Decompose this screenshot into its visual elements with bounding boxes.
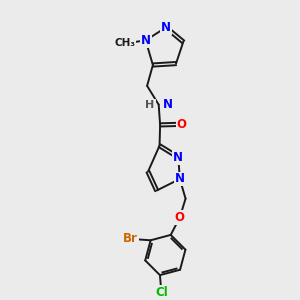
Text: N: N [175,172,185,185]
Text: H: H [146,100,154,110]
Text: Cl: Cl [155,286,168,299]
Text: N: N [173,151,183,164]
Text: O: O [177,118,187,131]
Text: N: N [163,98,173,111]
Text: O: O [175,211,185,224]
Text: CH₃: CH₃ [114,38,135,48]
Text: Br: Br [123,232,138,245]
Text: N: N [161,21,171,34]
Text: N: N [141,34,151,47]
